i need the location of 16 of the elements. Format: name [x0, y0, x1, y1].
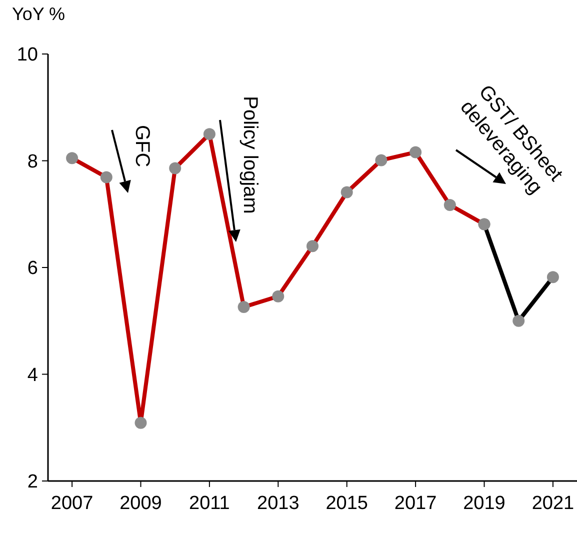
- x-tick-label: 2015: [326, 493, 368, 514]
- y-tick-label: 8: [27, 151, 38, 172]
- x-tick-label: 2009: [120, 493, 162, 514]
- y-tick-label: 2: [27, 472, 38, 493]
- x-tick-label: 2017: [394, 493, 437, 514]
- x-tick-label: 2013: [257, 493, 300, 514]
- y-tick-label: 6: [27, 258, 38, 280]
- y-axis-title: YoY %: [12, 4, 66, 24]
- x-tick-label: 2021: [532, 493, 574, 514]
- x-tick-label: 2011: [189, 493, 230, 514]
- x-tick-label: 2019: [463, 493, 506, 514]
- x-tick-label: 2007: [50, 493, 94, 514]
- y-tick-label: 4: [27, 364, 38, 386]
- annotation: GFC: [131, 125, 153, 168]
- y-tick-label: 10: [16, 44, 38, 66]
- annotation: Policy logjam: [239, 96, 261, 214]
